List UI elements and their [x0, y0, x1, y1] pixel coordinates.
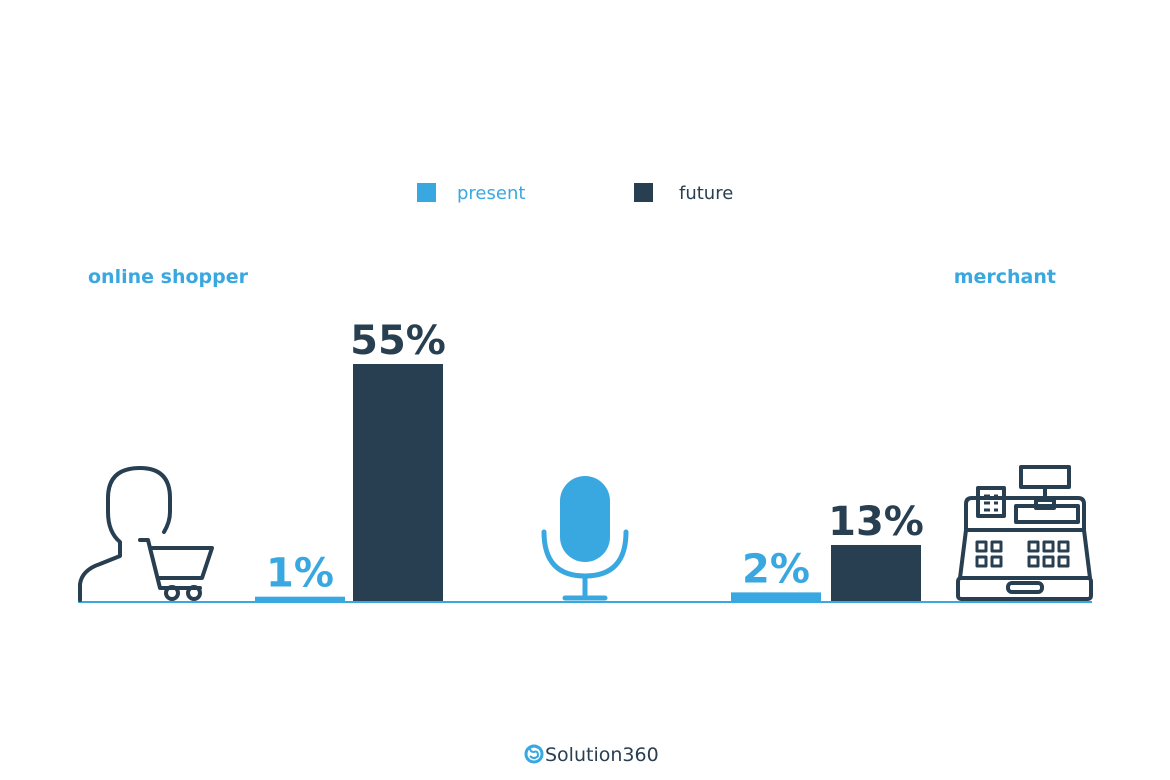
shopper-with-cart-icon	[78, 466, 214, 602]
bar-online-shopper-future	[353, 364, 443, 601]
cash-register-icon	[956, 465, 1093, 601]
data-label-online-shopper-present: 1%	[266, 551, 334, 597]
data-label-online-shopper-future: 55%	[350, 318, 446, 364]
group-label-merchant: merchant	[954, 266, 1056, 288]
legend-swatch-present	[417, 183, 436, 202]
bar-online-shopper-present	[255, 596, 345, 601]
solution360-logo-icon	[524, 744, 544, 764]
legend-label-present: present	[457, 183, 525, 204]
bars	[255, 364, 921, 601]
brand-name: Solution360	[545, 744, 659, 766]
data-labels: 1% 55% 2% 13%	[266, 318, 924, 597]
legend-label-future: future	[679, 183, 733, 204]
group-label-online-shopper: online shopper	[88, 266, 249, 288]
bar-merchant-present	[731, 592, 821, 601]
bar-merchant-future	[831, 544, 921, 601]
data-label-merchant-future: 13%	[828, 499, 924, 545]
legend: present future	[417, 183, 733, 204]
legend-swatch-future	[634, 183, 653, 202]
brand-logo: Solution360	[524, 744, 659, 766]
data-label-merchant-present: 2%	[742, 546, 810, 592]
microphone-icon	[541, 476, 629, 601]
